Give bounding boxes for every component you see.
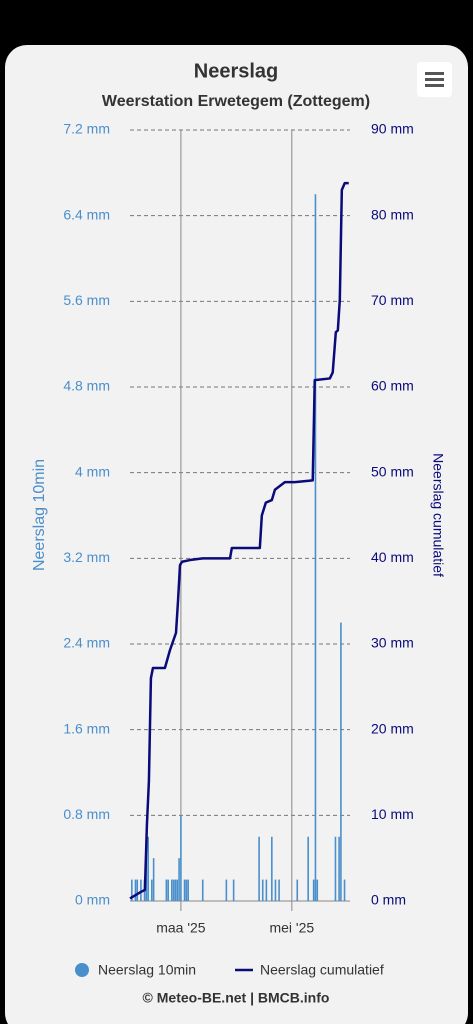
bar xyxy=(187,879,189,901)
bar xyxy=(167,879,169,901)
bar xyxy=(261,879,264,901)
y2-tick-label: 60 mm xyxy=(371,378,414,394)
card xyxy=(5,45,468,1024)
bar xyxy=(183,879,186,901)
bar xyxy=(134,879,137,901)
bar xyxy=(131,879,133,901)
bar xyxy=(136,879,139,901)
legend-label: Neerslag cumulatief xyxy=(260,962,384,978)
bar xyxy=(296,879,299,901)
bar xyxy=(343,879,346,901)
y-tick-label: 1.6 mm xyxy=(63,720,110,736)
bar xyxy=(152,858,155,901)
y-tick-label: 0.8 mm xyxy=(63,806,110,822)
bar xyxy=(271,836,273,901)
y2-tick-label: 20 mm xyxy=(371,720,414,736)
menu-icon[interactable] xyxy=(425,84,444,87)
menu-icon[interactable] xyxy=(425,72,444,75)
y2-tick-label: 50 mm xyxy=(371,463,414,479)
bar xyxy=(225,879,228,901)
y-tick-label: 6.4 mm xyxy=(63,206,110,222)
bar xyxy=(307,836,309,901)
bar xyxy=(274,879,277,901)
bar xyxy=(147,836,149,901)
bar xyxy=(334,836,337,901)
y2-tick-label: 10 mm xyxy=(371,806,414,822)
bar xyxy=(265,879,268,901)
y2-axis-title: Neerslag cumulatief xyxy=(430,453,446,577)
y-tick-label: 5.6 mm xyxy=(63,292,110,308)
credits: © Meteo-BE.net | BMCB.info xyxy=(143,990,330,1006)
bar xyxy=(140,879,142,901)
bar xyxy=(340,622,342,901)
bar xyxy=(171,879,173,901)
y2-tick-label: 40 mm xyxy=(371,549,414,565)
y2-tick-label: 70 mm xyxy=(371,292,414,308)
y2-tick-label: 30 mm xyxy=(371,635,414,651)
chart-title: Neerslag xyxy=(194,60,279,82)
legend-label: Neerslag 10min xyxy=(98,962,196,978)
y-tick-label: 7.2 mm xyxy=(63,121,110,137)
chart-subtitle: Weerstation Erwetegem (Zottegem) xyxy=(102,93,370,110)
bar xyxy=(201,879,204,901)
bar xyxy=(151,879,153,901)
x-tick-label: maa '25 xyxy=(156,920,206,936)
y-tick-label: 4.8 mm xyxy=(63,378,110,394)
y-tick-label: 0 mm xyxy=(75,892,110,908)
bar xyxy=(178,858,180,901)
y-tick-label: 3.2 mm xyxy=(63,549,110,565)
x-tick-label: mei '25 xyxy=(269,920,314,936)
bar xyxy=(174,879,177,901)
legend-marker xyxy=(75,963,89,977)
line xyxy=(129,181,349,900)
bar xyxy=(278,879,280,901)
bar xyxy=(314,194,317,901)
y2-tick-label: 90 mm xyxy=(371,121,414,137)
y-tick-label: 2.4 mm xyxy=(63,635,110,651)
bar xyxy=(172,879,175,901)
bar xyxy=(312,879,315,901)
bar xyxy=(176,879,179,901)
y-tick-label: 4 mm xyxy=(75,463,110,479)
menu-button[interactable] xyxy=(417,62,452,97)
bar xyxy=(338,836,340,901)
bar xyxy=(258,836,260,901)
y-axis-title: Neerslag 10min xyxy=(31,459,48,571)
bar xyxy=(185,879,188,901)
menu-icon[interactable] xyxy=(425,78,444,81)
bar xyxy=(316,879,319,901)
bar xyxy=(180,815,182,901)
bar xyxy=(232,879,235,901)
y2-tick-label: 80 mm xyxy=(371,206,414,222)
bar xyxy=(165,879,168,901)
y2-tick-label: 0 mm xyxy=(371,892,406,908)
